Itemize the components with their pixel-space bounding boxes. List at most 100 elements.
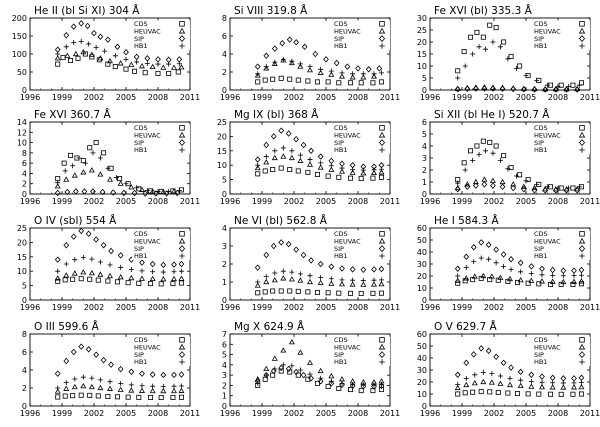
- data-point-heuvac: [117, 60, 124, 66]
- data-point-cds: [558, 82, 564, 88]
- series-heuvac: [254, 153, 385, 176]
- x-tick-label: 1996: [220, 93, 240, 102]
- data-point-hb1: [118, 264, 124, 270]
- legend-label: CDS: [534, 230, 548, 238]
- y-tick-label: 40: [417, 354, 427, 363]
- data-point-heuvac: [178, 387, 185, 393]
- legend-bg: [132, 351, 190, 359]
- x-tick-label: 1999: [52, 93, 72, 102]
- data-point-hb1: [544, 184, 550, 190]
- data-point-heuvac: [507, 275, 513, 282]
- data-point-cds: [378, 79, 384, 85]
- data-point-cds: [305, 78, 311, 84]
- data-point-sip: [300, 251, 307, 259]
- data-point-hb1: [263, 274, 269, 280]
- panel-11: Mg X 624.9 Å 1996 1999 2002 2005 2008 2011 01 23…: [220, 320, 400, 418]
- data-point-sip: [278, 127, 285, 134]
- data-point-heuvac: [88, 269, 95, 276]
- data-point-hb1: [123, 181, 129, 187]
- data-point-cds: [480, 138, 486, 144]
- y-tick-label: 25: [417, 26, 427, 35]
- legend-marker-sip: [378, 139, 386, 147]
- data-point-sip: [578, 374, 585, 382]
- data-point-heuvac: [54, 183, 61, 189]
- data-point-sip: [63, 242, 70, 249]
- data-point-heuvac: [371, 169, 377, 176]
- data-point-sip: [485, 241, 492, 249]
- legend-bg: [532, 20, 590, 28]
- data-point-hb1: [255, 380, 261, 386]
- data-point-sip: [108, 247, 114, 255]
- data-point-hb1: [472, 372, 478, 378]
- data-point-cds: [487, 389, 493, 395]
- data-point-heuvac: [578, 383, 585, 390]
- data-point-sip: [517, 368, 524, 376]
- data-point-heuvac: [254, 72, 261, 78]
- data-point-cds: [517, 172, 523, 178]
- data-point-heuvac: [149, 63, 156, 70]
- data-point-sip: [371, 383, 377, 390]
- legend-label: HB1: [334, 358, 347, 366]
- legend-bg: [132, 139, 190, 147]
- legend-marker-heuvac: [378, 27, 386, 34]
- data-point-hb1: [144, 187, 150, 193]
- legend-bg: [132, 237, 190, 246]
- legend-bg: [332, 131, 390, 140]
- data-point-hb1: [272, 366, 278, 372]
- data-point-heuvac: [307, 66, 313, 73]
- data-point-cds: [295, 288, 301, 294]
- data-point-hb1: [93, 45, 99, 51]
- data-point-cds: [295, 77, 301, 83]
- data-point-cds: [558, 391, 564, 397]
- data-point-hb1: [97, 259, 103, 265]
- series-sip: [54, 188, 181, 197]
- data-point-hb1: [476, 151, 482, 157]
- data-point-heuvac: [528, 383, 535, 389]
- data-point-sip: [549, 374, 556, 382]
- data-point-cds: [62, 277, 68, 283]
- x-tick-label: 2005: [516, 93, 536, 102]
- data-point-cds: [68, 152, 74, 158]
- x-tick-label: 2005: [116, 93, 136, 102]
- y-tick-label: 10: [417, 284, 427, 293]
- data-point-hb1: [328, 163, 334, 169]
- data-point-hb1: [297, 61, 303, 67]
- data-point-cds: [125, 280, 131, 286]
- data-point-sip: [300, 371, 307, 379]
- data-point-hb1: [118, 380, 124, 387]
- legend-label: HEUVAC: [134, 131, 161, 139]
- legend-marker-heuvac: [178, 343, 186, 350]
- series-cds: [255, 165, 384, 181]
- y-tick-label: 2: [222, 260, 227, 269]
- y-tick-label: 10: [17, 267, 27, 276]
- data-point-cds: [170, 394, 176, 400]
- data-point-cds: [75, 55, 81, 61]
- data-point-sip: [110, 189, 117, 196]
- data-point-sip: [149, 371, 156, 378]
- x-tick-label: 1999: [252, 197, 272, 206]
- data-point-sip: [142, 190, 149, 197]
- x-tick-label: 2002: [284, 197, 304, 206]
- legend-marker-hb1: [379, 253, 385, 259]
- data-point-hb1: [105, 165, 111, 171]
- data-point-sip: [578, 266, 585, 274]
- y-tick-label: 0: [22, 402, 27, 411]
- data-point-heuvac: [63, 272, 70, 278]
- data-point-cds: [474, 29, 480, 35]
- y-tick-label: 25: [217, 118, 227, 127]
- y-tick-label: 12: [17, 128, 27, 137]
- data-point-sip: [481, 181, 488, 188]
- data-point-sip: [63, 357, 70, 365]
- legend-marker-sip: [378, 245, 386, 253]
- y-tick-label: 8: [22, 330, 27, 339]
- legend-marker-heuvac: [178, 27, 186, 34]
- data-point-hb1: [501, 263, 507, 269]
- data-point-heuvac: [160, 387, 167, 394]
- plot-frame: [229, 333, 391, 407]
- legend-marker-heuvac: [378, 237, 386, 244]
- panel-10: O III 599.6 Å 1996 1999 2002 2005 2008 2011 0 2 4…: [20, 320, 200, 418]
- data-point-heuvac: [54, 275, 61, 281]
